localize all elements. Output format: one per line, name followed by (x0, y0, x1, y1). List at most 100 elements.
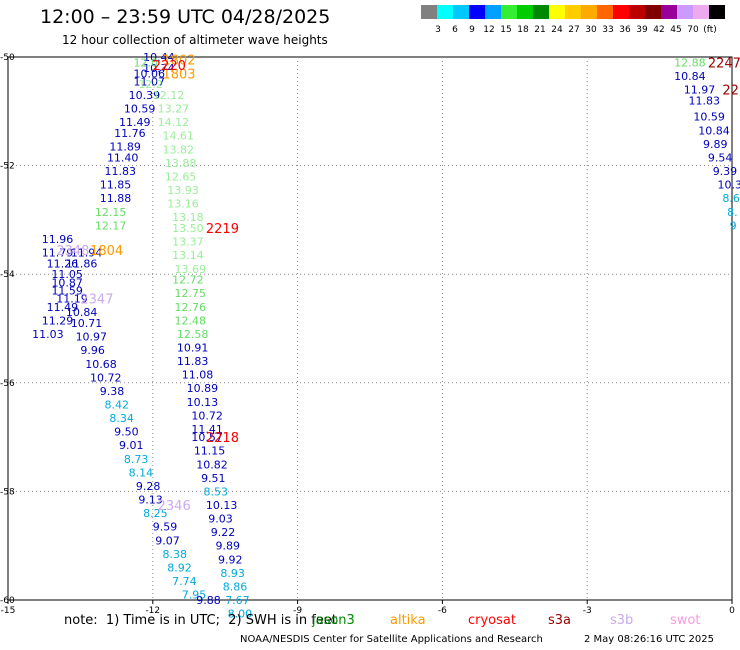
swh-data-label: 10.97 (76, 331, 108, 344)
swh-data-label: 12.17 (95, 219, 127, 232)
color-scale-label: 21 (534, 25, 546, 35)
chart-subtitle: 12 hour collection of altimeter wave hei… (62, 33, 328, 47)
swh-data-label: 10.13 (187, 396, 219, 409)
track-time-label: 1804 (90, 244, 123, 259)
swh-data-label: 10.72 (191, 409, 223, 422)
color-scale-label: 45 (670, 25, 682, 35)
swh-data-label: 7.74 (172, 575, 197, 588)
swh-data-label: 14.12 (158, 116, 190, 129)
swh-data-label: 13.16 (167, 198, 199, 211)
track-time-label: 2247 (708, 56, 740, 71)
swh-data-label: 11.15 (194, 445, 226, 458)
swh-data-label: 10.59 (693, 111, 725, 124)
color-swatch (421, 5, 437, 19)
swh-data-label: 10.39 (718, 179, 740, 192)
color-swatch (501, 5, 517, 19)
track-time-label: 1802 (162, 54, 195, 69)
color-swatch (485, 5, 501, 19)
swh-data-label: 11.26 (47, 257, 79, 270)
swh-data-label: 10.82 (196, 458, 228, 471)
swh-data-label: 10.71 (71, 317, 103, 330)
swh-data-label: 8.92 (167, 561, 192, 574)
satellite-legend-jason3: jason3 (312, 613, 355, 628)
swh-data-label: 12.72 (172, 274, 204, 287)
swh-data-label: 9.28 (136, 480, 161, 493)
swh-data-label: 11.79 (42, 246, 74, 259)
color-swatch (581, 5, 597, 19)
swh-data-label: 12.58 (177, 328, 209, 341)
x-tick-label: -6 (438, 606, 447, 616)
swh-data-label: 10.91 (177, 342, 209, 355)
swh-data-label: 9.59 (153, 521, 178, 534)
swh-data-label: 13.50 (172, 222, 204, 235)
swh-data-label: 10.72 (90, 371, 122, 384)
color-swatch (453, 5, 469, 19)
swh-data-label: 11.86 (66, 257, 98, 270)
swh-data-label: 11.94 (71, 246, 103, 259)
color-swatch (533, 5, 549, 19)
swh-data-label: 12.48 (175, 314, 207, 327)
y-tick-label: -58 (0, 487, 15, 497)
satellite-legend-altika: altika (390, 613, 426, 628)
swh-data-label: 13.27 (158, 103, 190, 116)
swh-data-label: 9 (730, 219, 737, 232)
x-tick-label: -9 (293, 606, 302, 616)
color-scale-label: 6 (452, 25, 458, 35)
swh-data-label: 13.69 (175, 263, 207, 276)
swh-data-label: 9.03 (208, 513, 233, 526)
color-scale-label: 9 (469, 25, 475, 35)
swh-data-label: 9.89 (703, 138, 728, 151)
track-time-label: 2220 (153, 59, 186, 74)
color-scale-label: 12 (483, 25, 495, 35)
swh-data-label: 13.82 (162, 143, 194, 156)
swh-data-label: 11.97 (684, 84, 716, 97)
swh-data-label: 11.05 (51, 268, 83, 281)
y-tick-label: -50 (0, 53, 15, 63)
track-time-label: 2218 (206, 431, 239, 446)
track-time-label: 2347 (80, 293, 113, 308)
swh-data-label: 11.03 (32, 328, 64, 341)
swh-data-label: 13.88 (165, 157, 197, 170)
swh-data-label: 11.96 (42, 233, 74, 246)
color-scale-label: 36 (619, 25, 631, 35)
swh-data-label: 11.49 (47, 301, 79, 314)
swh-data-label: 11.07 (133, 75, 165, 88)
swh-data-label: 8.73 (124, 453, 149, 466)
track-time-label: 2219 (206, 222, 239, 237)
swh-data-label: 8.25 (143, 507, 168, 520)
color-swatch (565, 5, 581, 19)
color-swatch (469, 5, 485, 19)
x-tick-label: -15 (1, 606, 16, 616)
color-swatch (549, 5, 565, 19)
swh-data-label: 9.13 (138, 494, 163, 507)
swh-data-label: 12.0 (133, 56, 158, 69)
color-swatch (517, 5, 533, 19)
footer-note: note: 1) Time is in UTC; 2) SWH is in fe… (64, 613, 337, 628)
swh-data-label: 11.19 (56, 293, 87, 306)
satellite-legend-swot: swot (670, 613, 701, 628)
swh-data-label: 10.89 (187, 382, 219, 395)
swh-data-label: 9.07 (155, 534, 180, 547)
color-swatch (645, 5, 661, 19)
color-scale-label: (ft) (703, 25, 717, 35)
swh-data-label: 9.38 (100, 385, 125, 398)
swh-data-label: 10.68 (85, 358, 117, 371)
swh-data-label: 10.74 (143, 62, 175, 75)
color-swatch (661, 5, 677, 19)
swh-data-label: 14.61 (162, 130, 194, 143)
color-scale-label: 39 (636, 25, 648, 35)
plot-frame (7, 56, 733, 601)
color-scale-label: 70 (687, 25, 699, 35)
x-tick-label: 0 (729, 606, 735, 616)
color-swatch (629, 5, 645, 19)
color-swatch (677, 5, 693, 19)
color-scale-label: 33 (602, 25, 614, 35)
swh-data-label: 11.29 (42, 314, 74, 327)
color-swatch (613, 5, 629, 19)
color-scale-label: 42 (653, 25, 665, 35)
swh-data-label: 11.85 (100, 179, 132, 192)
swh-data-label: 8.6 (722, 192, 740, 205)
swh-data-label: 11.83 (177, 355, 209, 368)
swh-data-label: 8.00 (228, 608, 253, 621)
